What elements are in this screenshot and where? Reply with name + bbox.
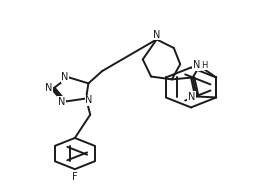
Text: H: H bbox=[201, 61, 208, 70]
Text: N: N bbox=[45, 84, 53, 93]
Text: N: N bbox=[153, 30, 160, 40]
Text: N: N bbox=[188, 91, 195, 102]
Text: N: N bbox=[193, 60, 200, 70]
Text: N: N bbox=[58, 97, 65, 107]
Text: N: N bbox=[61, 72, 69, 82]
Text: N: N bbox=[85, 95, 93, 105]
Text: F: F bbox=[72, 172, 78, 182]
